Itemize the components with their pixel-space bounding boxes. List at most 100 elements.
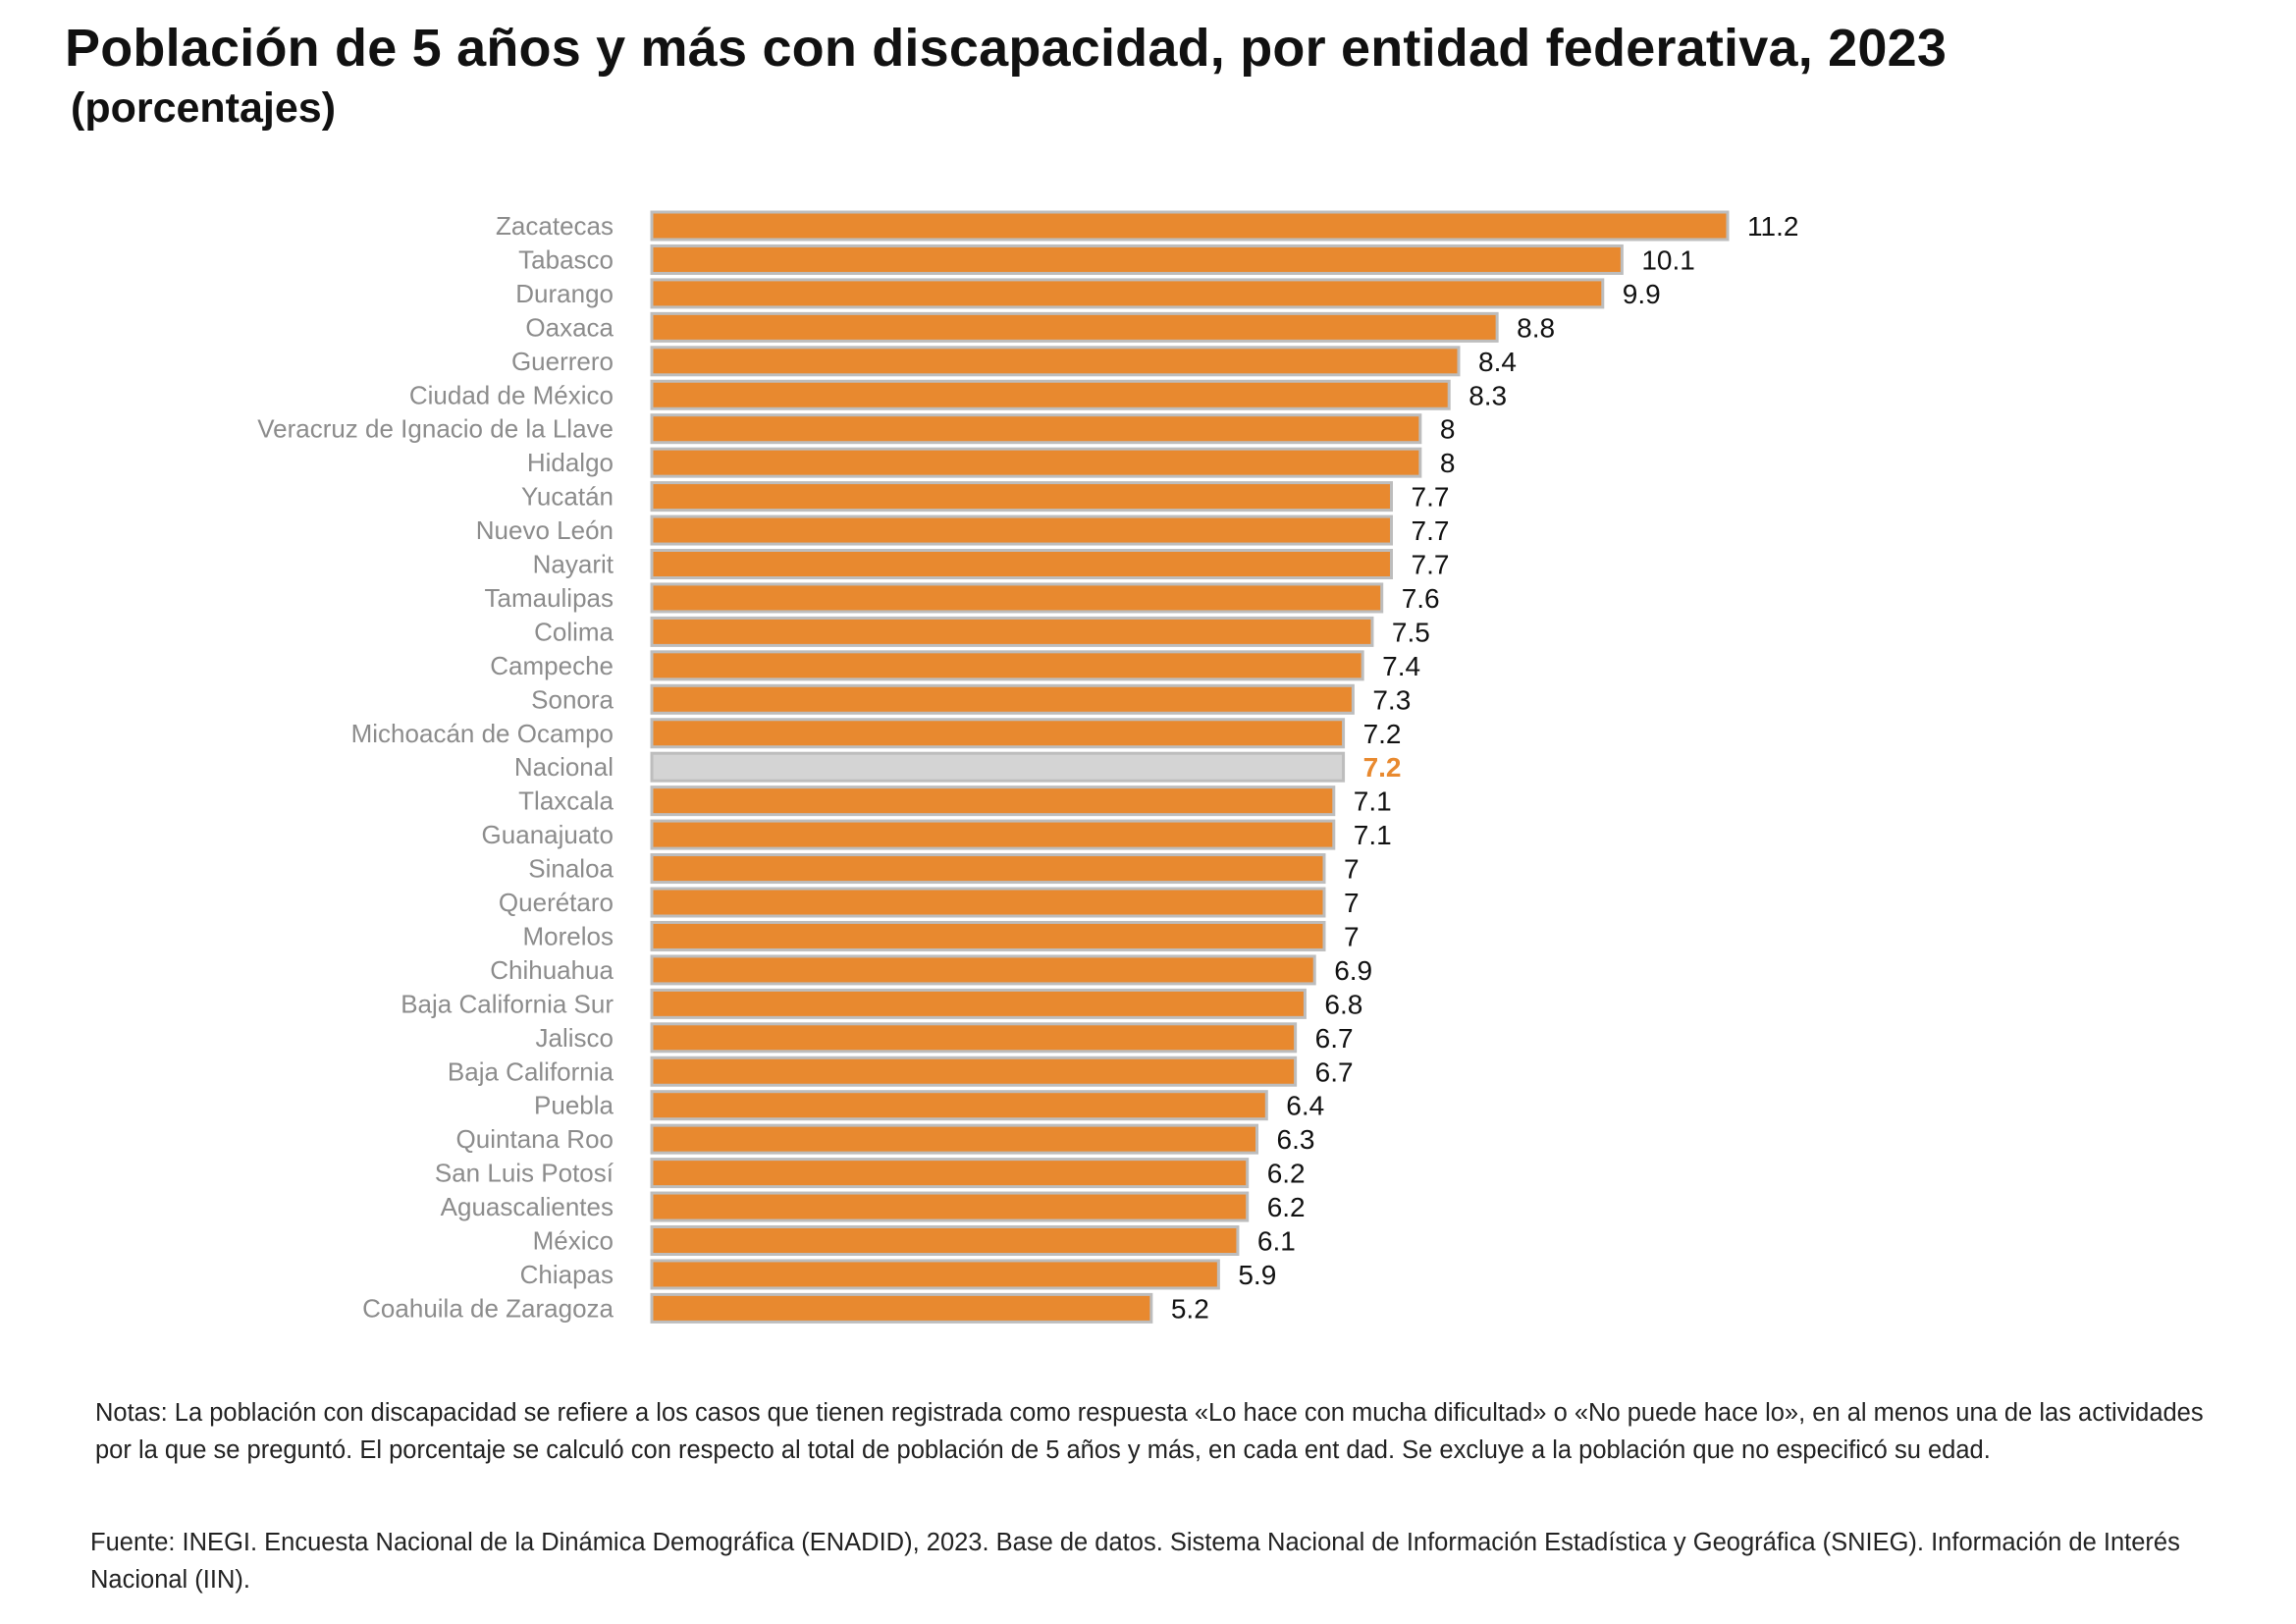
category-label: Morelos: [523, 921, 614, 950]
bar-chart: Zacatecas 11.2 Tabasco 10.1 Durango 9.9 Oaxaca…: [257, 210, 1798, 1324]
bar: [650, 210, 1730, 242]
bar: [650, 1090, 1268, 1121]
value-label: 7.1: [1354, 820, 1392, 850]
value-label: 7.7: [1412, 550, 1450, 580]
value-label: 7: [1344, 921, 1360, 951]
category-label: Sinaloa: [528, 854, 614, 884]
category-label: Veracruz de Ignacio de la Llave: [257, 414, 614, 444]
value-label: 6.7: [1315, 1056, 1354, 1087]
value-label: 7.7: [1412, 515, 1450, 546]
chart-title: Población de 5 años y más con discapacid…: [65, 19, 1948, 78]
category-label: Hidalgo: [527, 448, 614, 477]
category-label: Tabasco: [518, 244, 614, 274]
chart-subtitle: (porcentajes): [71, 84, 337, 132]
category-label: Ciudad de México: [409, 380, 614, 409]
value-label: 7.1: [1354, 786, 1392, 817]
value-label: 8: [1440, 448, 1456, 478]
value-label: 7: [1344, 854, 1360, 885]
value-label: 11.2: [1747, 211, 1798, 242]
value-label: 5.2: [1171, 1293, 1209, 1324]
bar: [650, 1056, 1298, 1087]
bar: [650, 785, 1336, 817]
bar: [650, 481, 1393, 513]
category-label: Sonora: [531, 684, 614, 714]
category-label: Guerrero: [511, 347, 614, 376]
bar: [650, 1225, 1240, 1256]
category-label: San Luis Potosí: [435, 1159, 614, 1188]
category-label: Tamaulipas: [484, 583, 614, 613]
category-label: Baja California: [448, 1056, 614, 1086]
bar: [650, 853, 1326, 885]
category-label: Colima: [534, 617, 614, 646]
bar-highlight: [650, 751, 1346, 783]
bar: [650, 346, 1461, 377]
bar: [650, 954, 1316, 986]
bar: [650, 683, 1355, 715]
category-label: Zacatecas: [496, 211, 614, 241]
category-label: Campeche: [490, 651, 614, 680]
value-label: 6.8: [1324, 989, 1362, 1019]
category-label: Guanajuato: [482, 820, 614, 849]
value-label: 6.9: [1334, 955, 1372, 986]
value-label: 8.4: [1478, 347, 1517, 377]
bar: [650, 718, 1346, 749]
bar: [650, 819, 1336, 850]
category-label: Nuevo León: [476, 515, 614, 545]
category-label: Oaxaca: [525, 312, 614, 342]
category-label: Tlaxcala: [518, 786, 614, 816]
value-label: 8.3: [1468, 380, 1507, 410]
value-label: 7.2: [1363, 719, 1402, 749]
category-label: Jalisco: [536, 1023, 614, 1053]
bar: [650, 650, 1364, 681]
bar: [650, 379, 1451, 410]
value-label: 6.7: [1315, 1023, 1354, 1054]
value-label: 6.1: [1257, 1226, 1296, 1257]
category-label: Chihuahua: [490, 955, 614, 985]
value-label: 6.2: [1267, 1192, 1306, 1222]
bar: [650, 988, 1307, 1019]
value-label: 9.9: [1623, 279, 1661, 309]
value-label: 6.2: [1267, 1159, 1306, 1189]
category-label: Michoacán de Ocampo: [351, 719, 614, 748]
bar: [650, 1259, 1220, 1290]
value-label: 10.1: [1641, 244, 1695, 275]
category-label: Aguascalientes: [441, 1192, 614, 1221]
category-label: México: [533, 1226, 614, 1256]
value-label: 7.7: [1412, 482, 1450, 513]
value-label: 6.3: [1277, 1124, 1315, 1155]
value-label: 7.3: [1372, 684, 1411, 715]
bar: [650, 616, 1374, 647]
bar: [650, 582, 1384, 614]
value-label: 8: [1440, 414, 1456, 445]
bar: [650, 1292, 1153, 1324]
category-label: Durango: [515, 279, 614, 308]
value-label: 5.9: [1238, 1260, 1276, 1290]
category-label: Chiapas: [520, 1260, 614, 1289]
category-label: Quintana Roo: [456, 1124, 614, 1154]
bar: [650, 278, 1605, 309]
value-label: 7.4: [1382, 651, 1420, 681]
value-label: 8.8: [1517, 312, 1555, 343]
value-label: 7.5: [1392, 617, 1430, 647]
bar: [650, 1191, 1250, 1222]
bar: [650, 549, 1393, 579]
bar: [650, 1022, 1298, 1054]
category-label: Puebla: [534, 1091, 614, 1120]
category-label: Baja California Sur: [400, 989, 614, 1018]
value-label: 7.6: [1402, 583, 1440, 614]
bar: [650, 244, 1624, 275]
value-label: 6.4: [1286, 1091, 1324, 1121]
bar: [650, 311, 1499, 343]
bar: [650, 887, 1326, 918]
category-label: Yucatán: [521, 482, 614, 512]
bar: [650, 514, 1393, 546]
value-label: 7.2: [1363, 752, 1402, 783]
category-label: Nayarit: [533, 550, 614, 579]
bar: [650, 920, 1326, 951]
bar: [650, 413, 1422, 445]
category-label: Querétaro: [499, 888, 614, 917]
category-label: Nacional: [514, 752, 614, 782]
bar: [650, 1123, 1258, 1155]
bar: [650, 1158, 1250, 1189]
chart-notes: Notas: La población con discapacidad se …: [95, 1399, 2204, 1464]
